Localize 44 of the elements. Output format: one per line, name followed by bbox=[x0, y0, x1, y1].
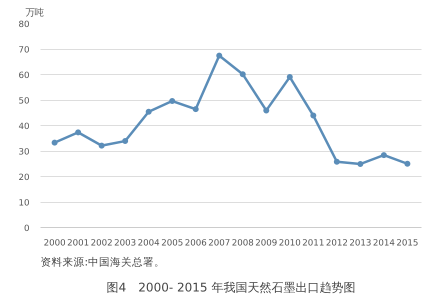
point bbox=[263, 107, 270, 114]
point bbox=[146, 108, 152, 115]
point bbox=[75, 129, 82, 136]
point bbox=[216, 52, 222, 59]
point bbox=[122, 138, 128, 144]
x-tick-label: 2009 bbox=[255, 238, 278, 248]
point bbox=[98, 142, 105, 149]
x-tick-label: 2007 bbox=[208, 238, 230, 248]
point bbox=[169, 98, 176, 104]
y-axis-title: 万吨 bbox=[26, 8, 44, 18]
point bbox=[310, 112, 316, 119]
x-tick-label: 2014 bbox=[372, 238, 396, 248]
point bbox=[286, 74, 293, 80]
text: 图4 2000- 2015 年我国天然石墨出口趋势图 bbox=[106, 280, 356, 294]
x-tick-label: 2002 bbox=[90, 238, 113, 248]
point bbox=[334, 158, 340, 165]
y-tick-label: 10 bbox=[18, 198, 30, 208]
point bbox=[357, 161, 364, 167]
y-tick-label: 70 bbox=[18, 46, 30, 56]
x-tick-label: 2011 bbox=[302, 238, 324, 248]
x-tick-label: 2012 bbox=[326, 238, 348, 248]
x-tick-label: 2006 bbox=[184, 238, 207, 248]
text: 资料来源:中国海关总署。 bbox=[40, 256, 166, 268]
x-tick-label: 2000 bbox=[44, 238, 66, 248]
y-tick-label: 50 bbox=[18, 96, 30, 106]
x-tick-label: 2015 bbox=[396, 238, 418, 248]
x-tick-label: 2010 bbox=[278, 238, 301, 248]
y-tick-label: 60 bbox=[18, 71, 30, 81]
x-tick-label: 2001 bbox=[67, 238, 90, 248]
y-tick-label: 20 bbox=[18, 173, 30, 183]
x-tick-label: 2008 bbox=[232, 238, 254, 248]
point bbox=[380, 152, 387, 158]
y-tick-label: 0 bbox=[24, 224, 30, 234]
point bbox=[52, 140, 58, 146]
point bbox=[404, 160, 410, 167]
point bbox=[240, 71, 246, 78]
x-tick-label: 2004 bbox=[138, 238, 160, 248]
x-tick-label: 2003 bbox=[114, 238, 136, 248]
y-tick-label: 40 bbox=[18, 122, 30, 132]
point bbox=[192, 106, 199, 112]
x-tick-label: 2013 bbox=[349, 238, 372, 248]
x-tick-label: 2005 bbox=[161, 238, 184, 248]
y-tick-label: 30 bbox=[18, 148, 30, 158]
y-tick-label: 80 bbox=[18, 20, 30, 30]
